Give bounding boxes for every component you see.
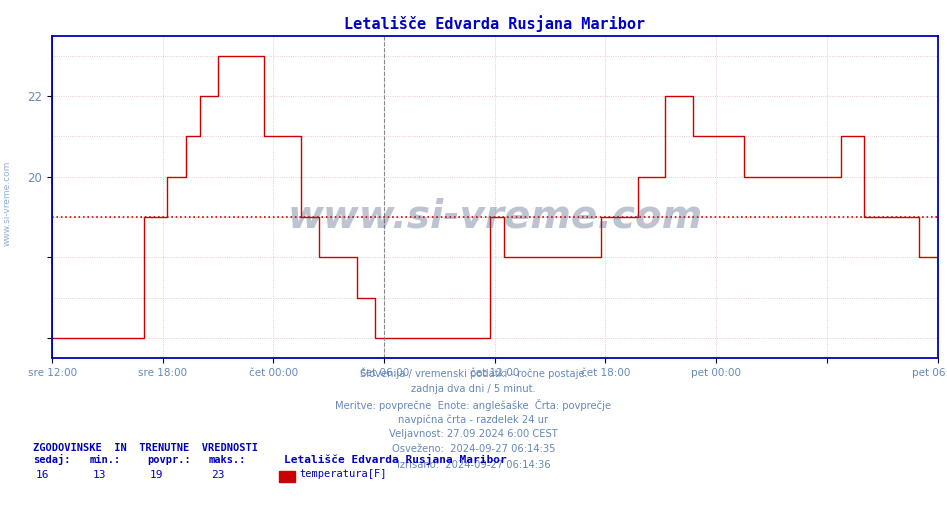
Text: sedaj:: sedaj: xyxy=(33,454,71,465)
Text: Izrisano:  2024-09-27 06:14:36: Izrisano: 2024-09-27 06:14:36 xyxy=(397,460,550,470)
Text: min.:: min.: xyxy=(90,455,121,465)
Text: povpr.:: povpr.: xyxy=(147,455,190,465)
Text: 16: 16 xyxy=(36,469,49,480)
Text: Slovenija / vremenski podatki - ročne postaje.: Slovenija / vremenski podatki - ročne po… xyxy=(360,368,587,379)
Text: www.si-vreme.com: www.si-vreme.com xyxy=(287,197,703,235)
Text: Letališče Edvarda Rusjana Maribor: Letališče Edvarda Rusjana Maribor xyxy=(284,454,507,465)
Text: www.si-vreme.com: www.si-vreme.com xyxy=(3,161,12,246)
Title: Letališče Edvarda Rusjana Maribor: Letališče Edvarda Rusjana Maribor xyxy=(345,15,645,31)
Text: ZGODOVINSKE  IN  TRENUTNE  VREDNOSTI: ZGODOVINSKE IN TRENUTNE VREDNOSTI xyxy=(33,442,259,453)
Text: 13: 13 xyxy=(93,469,106,480)
Text: Meritve: povprečne  Enote: anglešaške  Črta: povprečje: Meritve: povprečne Enote: anglešaške Črt… xyxy=(335,399,612,411)
Text: 23: 23 xyxy=(211,469,224,480)
Text: 19: 19 xyxy=(150,469,163,480)
Text: Veljavnost: 27.09.2024 6:00 CEST: Veljavnost: 27.09.2024 6:00 CEST xyxy=(389,429,558,439)
Text: temperatura[F]: temperatura[F] xyxy=(299,468,386,479)
Text: Osveženo:  2024-09-27 06:14:35: Osveženo: 2024-09-27 06:14:35 xyxy=(392,444,555,455)
Text: navpična črta - razdelek 24 ur: navpična črta - razdelek 24 ur xyxy=(399,414,548,425)
Text: zadnja dva dni / 5 minut.: zadnja dva dni / 5 minut. xyxy=(411,384,536,394)
Text: maks.:: maks.: xyxy=(208,455,246,465)
